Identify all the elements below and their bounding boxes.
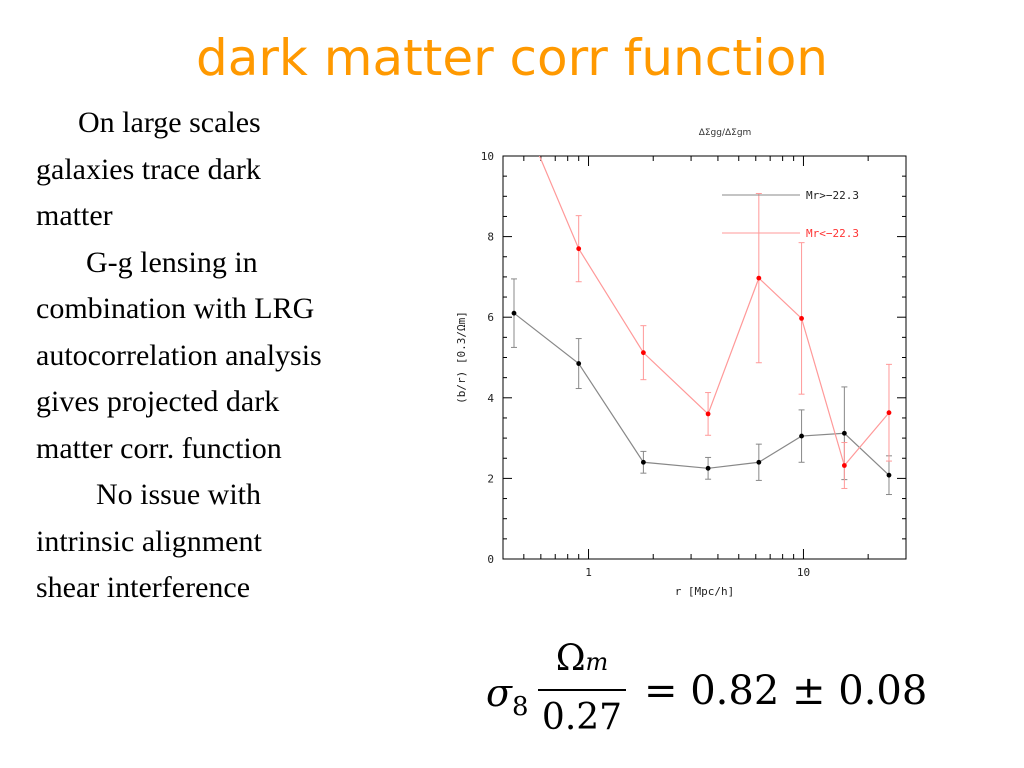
data-point [705, 465, 711, 471]
x-tick-label: 10 [797, 566, 810, 579]
data-point [640, 350, 646, 356]
legend-label: Mr>−22.3 [806, 189, 859, 202]
data-point [705, 411, 711, 417]
data-point [799, 316, 804, 321]
slide-title: dark matter corr function [195, 29, 828, 87]
bullet-line: G-g lensing in [86, 245, 258, 279]
data-point [886, 472, 892, 478]
formula-denominator: 0.27 [541, 697, 623, 738]
bullet-line: galaxies trace dark [36, 152, 261, 186]
bullet-line: No issue with [96, 478, 261, 511]
data-point [576, 361, 582, 366]
y-axis-label: (b/r) [0.3/Ωm] [455, 311, 468, 404]
y-tick-label: 10 [481, 150, 494, 163]
data-point [511, 310, 517, 316]
y-tick-label: 8 [487, 231, 494, 244]
legend-label: Mr<−22.3 [806, 227, 859, 240]
y-tick-label: 4 [487, 392, 494, 405]
bullet-gg-lensing: G-g lensing in combination with LRG auto… [36, 240, 426, 473]
plot-frame [502, 155, 907, 560]
bullet-line: On large scales [78, 106, 261, 139]
formula-fraction: Ωm 0.27 [538, 636, 626, 741]
data-point [841, 463, 847, 468]
data-point [799, 433, 804, 439]
formula-sigma: σ [486, 671, 512, 715]
data-point [576, 246, 582, 252]
bullet-no-issue: No issue with intrinsic alignment shear … [36, 472, 426, 612]
formula-rhs: = 0.82 ± 0.08 [644, 668, 928, 714]
plot-series-group [510, 93, 892, 496]
y-tick-label: 6 [487, 311, 494, 324]
formula-numerator: Ωm [538, 636, 626, 685]
data-point [841, 430, 847, 436]
data-point [512, 93, 517, 98]
x-axis-label: r [Mpc/h] [675, 585, 735, 598]
bullet-line: gives projected dark [36, 385, 280, 418]
x-tick-label: 1 [585, 566, 592, 579]
formula-fraction-bar [538, 689, 626, 691]
formula-omega-subscript: m [585, 648, 609, 676]
series-line [538, 156, 890, 467]
data-point [756, 459, 762, 465]
bullet-line: matter [36, 199, 113, 232]
sigma8-formula: σ 8 Ωm 0.27 = 0.82 ± 0.08 [486, 636, 928, 746]
bullet-line: matter corr. function [36, 431, 282, 465]
formula-sigma-subscript: 8 [512, 692, 529, 722]
bullet-line: combination with LRG [36, 292, 315, 325]
data-point [756, 275, 762, 281]
bullet-large-scales: On large scales galaxies trace dark matt… [36, 100, 426, 240]
data-point [640, 459, 646, 465]
bullet-list: On large scales galaxies trace dark matt… [36, 100, 426, 612]
figure-title: ΔΣgg/ΔΣgm [698, 128, 752, 138]
bullet-line: autocorrelation analysis [36, 338, 322, 372]
series-line [513, 312, 890, 476]
y-tick-label: 2 [487, 472, 494, 485]
formula-omega: Ω [555, 638, 586, 679]
bullet-line: shear interference [36, 571, 251, 604]
bullet-line: intrinsic alignment [36, 524, 262, 558]
y-tick-label: 0 [487, 553, 494, 566]
data-point [886, 410, 892, 416]
